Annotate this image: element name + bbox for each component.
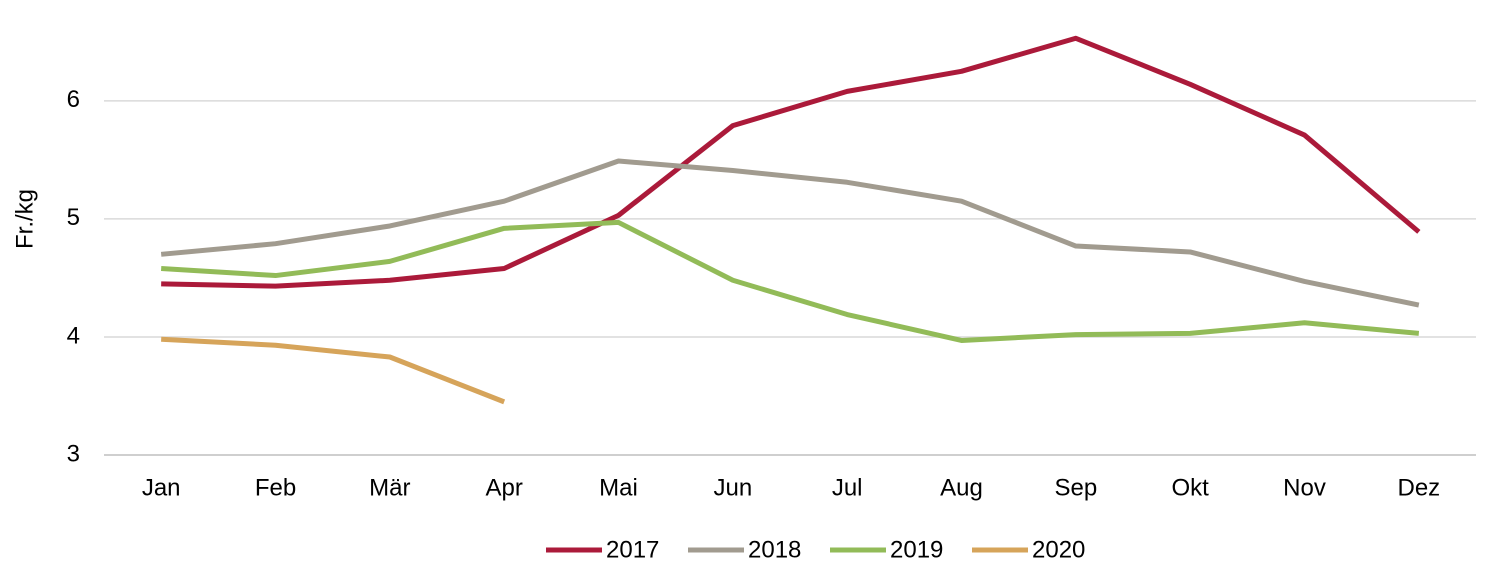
x-tick-label: Mär: [369, 474, 410, 501]
x-tick-label: Mai: [599, 474, 638, 501]
x-tick-label: Nov: [1283, 474, 1326, 501]
series-line: [160, 158, 1420, 308]
x-tick-label: Apr: [485, 474, 522, 501]
series-line: [161, 336, 506, 405]
x-tick-label: Okt: [1171, 474, 1209, 501]
series-line: [161, 219, 1420, 343]
x-tick-label: Jun: [713, 474, 752, 501]
y-axis-label: Fr./kg: [11, 189, 38, 249]
series-line: [161, 35, 1421, 289]
legend-label: 2020: [1032, 536, 1085, 563]
x-tick-label: Jan: [142, 474, 181, 501]
x-tick-label: Dez: [1397, 474, 1440, 501]
x-tick-label: Aug: [940, 474, 983, 501]
legend-label: 2018: [748, 536, 801, 563]
y-tick-label: 3: [67, 440, 80, 467]
y-tick-label: 4: [67, 322, 80, 349]
x-tick-label: Sep: [1054, 474, 1097, 501]
x-tick-label: Feb: [255, 474, 296, 501]
x-tick-label: Jul: [832, 474, 863, 501]
y-tick-label: 5: [67, 204, 80, 231]
legend-label: 2017: [606, 536, 659, 563]
legend-label: 2019: [890, 536, 943, 563]
y-tick-label: 6: [67, 86, 80, 113]
